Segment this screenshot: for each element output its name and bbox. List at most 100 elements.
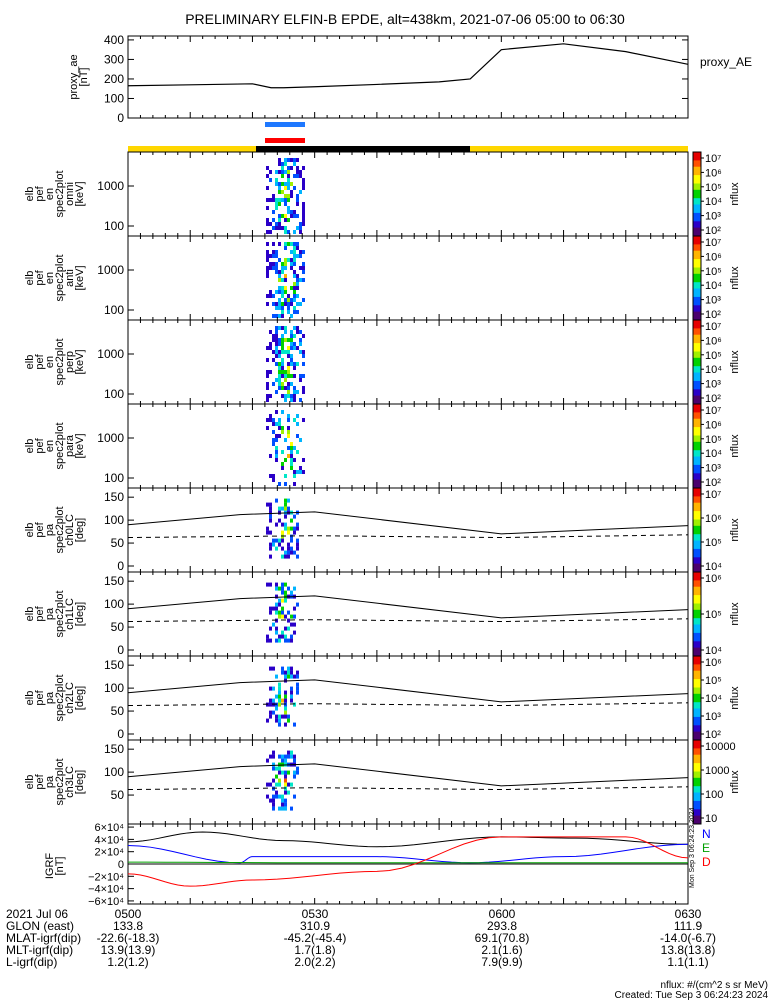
energy-spectrogram-cell — [299, 190, 302, 194]
pa-colorbar-cell — [693, 532, 701, 535]
energy-spectrogram-cell — [266, 374, 269, 378]
energy-spectrogram-cell — [278, 242, 281, 246]
pa-spectrogram-cell — [290, 638, 293, 643]
energy-spectrogram-cell — [266, 426, 269, 430]
energy-spectrogram-cell — [275, 362, 278, 366]
pa-spectrogram-cell — [281, 714, 284, 719]
energy-spectrogram-cell — [278, 314, 281, 318]
energy-colorbar-cell — [693, 469, 701, 472]
energy-spectrogram-cell — [272, 438, 275, 442]
energy-spectrogram-cell — [281, 374, 284, 378]
energy-colorbar-cell — [693, 242, 701, 245]
footer-row-value: 0600 — [489, 907, 516, 921]
energy-spectrogram-cell — [287, 370, 290, 374]
pa-colorbar-cell — [693, 815, 701, 819]
pa-colorbar-cell — [693, 645, 701, 649]
energy-spectrogram-cell — [302, 182, 305, 186]
energy-spectrogram-cell — [266, 218, 269, 222]
energy-spectrogram-cell — [296, 294, 299, 298]
pa-colorbar-cell — [693, 660, 701, 663]
pa-spectrogram-cell — [275, 774, 278, 779]
energy-spectrogram-cell — [299, 330, 302, 334]
pa-ytick-label: 50 — [111, 536, 125, 550]
energy-spectrogram-cell — [281, 450, 284, 454]
pa-spectrogram-cell — [290, 698, 293, 703]
pa-spectrogram-cell — [281, 610, 284, 615]
pa-spectrogram-cell — [290, 590, 293, 595]
pa-spectrogram-cell — [275, 638, 278, 643]
pa-colorbar-cell — [693, 569, 701, 573]
pa-colorbar-cell — [693, 630, 701, 634]
pa-spectrogram-cell — [287, 550, 290, 555]
energy-colorbar-cell — [693, 328, 701, 331]
ae-ytick-label: 0 — [117, 111, 124, 125]
energy-spectrogram-cell — [293, 270, 296, 274]
energy-colorbar-cell — [693, 225, 701, 229]
pa-spectrogram-cell — [269, 542, 272, 547]
pa-spectrogram-cell — [287, 770, 290, 775]
energy-spectrogram-cell — [278, 222, 281, 226]
footer-row-value: -45.2(-45.4) — [284, 931, 347, 945]
energy-spectrogram-cell — [299, 226, 302, 230]
pa-spectrogram-cell — [281, 770, 284, 775]
energy-colorbar-cell — [693, 450, 701, 453]
pa-colorbar-cell — [693, 607, 701, 611]
pa-colorbar-cell — [693, 723, 701, 726]
footer-row-value: 0530 — [302, 907, 329, 921]
pa-colorbar-cell — [693, 752, 701, 756]
energy-colorbar-cell — [693, 210, 701, 214]
energy-spectrogram-cell — [284, 286, 287, 290]
energy-spectrogram-cell — [266, 186, 269, 190]
pa-spectrogram-cell — [296, 686, 299, 691]
energy-spectrogram-cell — [278, 258, 281, 262]
pa-spectrogram-cell — [290, 670, 293, 675]
pa-spectrogram-cell — [284, 770, 287, 775]
energy-colorbar-cell — [693, 435, 701, 439]
pa-spectrogram-cell — [290, 686, 293, 691]
energy-spectrogram-cell — [296, 198, 299, 202]
pa-colorbar-label: nflux — [729, 518, 741, 542]
pa-spectrogram-cell — [266, 758, 269, 763]
energy-spectrogram-cell — [293, 334, 296, 338]
pa-spectrogram-cell — [281, 590, 284, 595]
footer-row-value: 293.8 — [487, 919, 517, 933]
energy-colorbar-tick-label: 10⁴ — [705, 364, 722, 376]
pa-spectrogram-cell — [275, 522, 278, 527]
energy-spectrogram-cell — [278, 434, 281, 438]
pa-spectrogram-cell — [290, 518, 293, 523]
pa-ylabel-line: ch0LC — [64, 514, 76, 546]
pa-colorbar-cell — [693, 605, 701, 609]
energy-spectrogram-cell — [296, 174, 299, 178]
energy-spectrogram-cell — [284, 394, 287, 398]
energy-colorbar-cell — [693, 347, 701, 350]
pa-spectrogram-cell — [293, 530, 296, 535]
igrf-legend-D: D — [702, 855, 711, 869]
energy-spectrogram-cell — [281, 170, 284, 174]
pa-spectrogram-cell — [266, 582, 269, 587]
energy-spectrogram-cell — [284, 258, 287, 262]
energy-colorbar-cell — [693, 317, 701, 321]
energy-spectrogram-cell — [275, 422, 278, 426]
pa-colorbar-cell — [693, 582, 701, 586]
energy-colorbar-cell — [693, 305, 701, 308]
pa-colorbar-cell — [693, 509, 701, 512]
pa-frame — [127, 571, 689, 657]
energy-spectrogram-cell — [284, 438, 287, 442]
pa-colorbar-cell — [693, 777, 701, 781]
pa-colorbar-cell — [693, 803, 701, 806]
energy-spectrogram-cell — [272, 294, 275, 298]
energy-spectrogram-cell — [290, 442, 293, 446]
energy-colorbar-cell — [693, 345, 701, 348]
pa-spectrogram-cell — [290, 534, 293, 539]
energy-colorbar-cell — [693, 326, 701, 329]
pa-spectrogram-cell — [272, 750, 275, 755]
pa-colorbar-cell — [693, 807, 701, 810]
pa-spectrogram-cell — [281, 630, 284, 635]
pa-colorbar-cell — [693, 664, 701, 667]
energy-spectrogram-cell — [281, 358, 284, 362]
pa-spectrogram-cell — [275, 706, 278, 711]
pa-spectrogram-cell — [281, 806, 284, 811]
energy-spectrogram-cell — [284, 326, 287, 330]
pa-colorbar-cell — [693, 731, 701, 735]
pa-colorbar-tick-label: 100 — [705, 789, 723, 801]
